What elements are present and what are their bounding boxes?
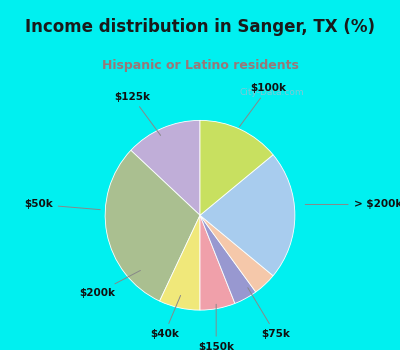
Text: $100k: $100k xyxy=(239,83,286,127)
Wedge shape xyxy=(200,120,273,215)
Wedge shape xyxy=(160,215,200,310)
Text: $200k: $200k xyxy=(80,271,140,298)
Text: > $200k: > $200k xyxy=(305,199,400,209)
Wedge shape xyxy=(200,155,295,276)
Text: City-Data.com: City-Data.com xyxy=(240,88,304,97)
Wedge shape xyxy=(200,215,256,303)
Wedge shape xyxy=(200,215,235,310)
Wedge shape xyxy=(131,120,200,215)
Text: $125k: $125k xyxy=(114,92,161,135)
Text: $75k: $75k xyxy=(248,288,290,339)
Text: $40k: $40k xyxy=(150,295,180,339)
Wedge shape xyxy=(105,150,200,301)
Text: Income distribution in Sanger, TX (%): Income distribution in Sanger, TX (%) xyxy=(25,18,375,36)
Wedge shape xyxy=(200,215,273,292)
Text: $150k: $150k xyxy=(198,304,234,350)
Text: $50k: $50k xyxy=(24,199,100,210)
Text: Hispanic or Latino residents: Hispanic or Latino residents xyxy=(102,59,298,72)
